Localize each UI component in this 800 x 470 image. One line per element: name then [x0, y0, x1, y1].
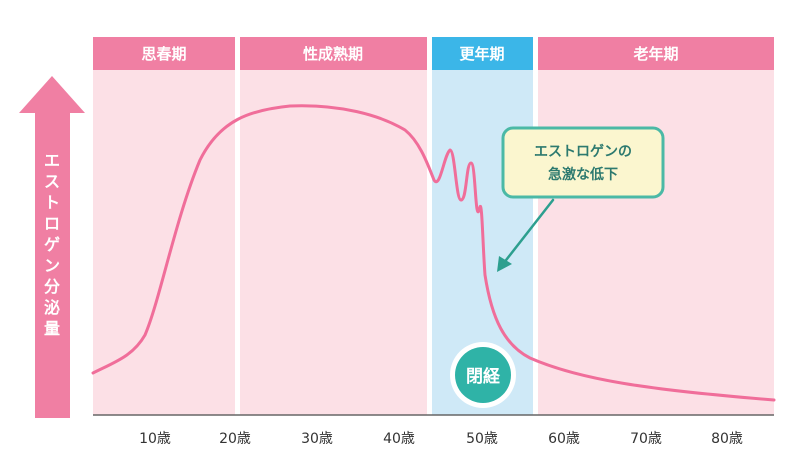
y-label-char: ロ	[44, 214, 60, 233]
y-label-char: ン	[44, 256, 60, 275]
phase-panel-senescence	[538, 70, 774, 415]
x-tick-label: 80歳	[711, 431, 743, 447]
phase-header-puberty	[93, 37, 235, 70]
phase-panel-maturity	[240, 70, 427, 415]
phase-header-menopause	[432, 37, 533, 70]
y-label-char: ス	[44, 172, 60, 191]
y-axis-label: エ ス ト ロ ゲ ン 分 泌 量	[44, 151, 60, 338]
phase-label-puberty: 思春期	[141, 45, 186, 63]
callout-line-2: 急激な低下	[548, 166, 618, 183]
estrogen-curve	[91, 104, 776, 402]
y-label-char: 泌	[44, 298, 60, 317]
callout-box	[501, 126, 665, 199]
phase-label-maturity: 性成熟期	[303, 45, 363, 63]
y-label-char: 量	[44, 319, 60, 338]
y-label-char: 分	[44, 277, 60, 296]
phase-header-maturity	[240, 37, 427, 70]
x-tick-label: 50歳	[466, 431, 498, 447]
y-label-char: ゲ	[44, 235, 60, 254]
phase-label-senescence: 老年期	[632, 45, 678, 63]
x-tick-label: 20歳	[219, 431, 251, 447]
callout-pointer-arrow	[497, 198, 555, 272]
x-tick-label: 60歳	[548, 431, 580, 447]
menopause-badge-label: 閉経	[466, 366, 501, 387]
phase-header-senescence	[538, 37, 774, 70]
x-tick-label: 70歳	[630, 431, 662, 447]
menopause-badge: 閉経	[450, 342, 516, 408]
phase-label-menopause: 更年期	[459, 45, 504, 63]
x-tick-label: 10歳	[139, 431, 171, 447]
phase-panel-puberty	[93, 70, 235, 415]
callout-line-1: エストロゲンの	[534, 143, 632, 160]
x-tick-label: 40歳	[383, 431, 415, 447]
y-axis-arrow	[19, 76, 85, 418]
y-label-char: ト	[44, 193, 60, 212]
x-tick-label: 30歳	[301, 431, 333, 447]
y-label-char: エ	[44, 151, 60, 170]
